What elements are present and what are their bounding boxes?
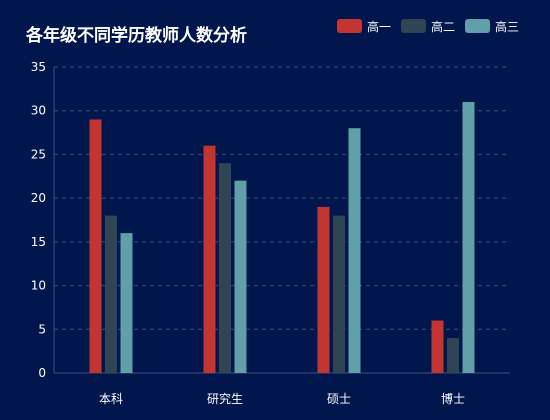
legend-swatch bbox=[337, 19, 362, 33]
bar-高二-研究生[interactable] bbox=[219, 163, 231, 373]
y-tick-label: 15 bbox=[31, 235, 46, 249]
x-category-label: 硕士 bbox=[327, 392, 351, 406]
legend-item-高二[interactable]: 高二 bbox=[401, 19, 455, 34]
bar-高二-硕士[interactable] bbox=[333, 215, 345, 373]
bar-高二-本科[interactable] bbox=[105, 215, 117, 373]
x-category-label: 博士 bbox=[441, 391, 465, 406]
bar-高三-硕士[interactable] bbox=[348, 128, 361, 373]
y-tick-label: 10 bbox=[31, 279, 46, 293]
axis-labels: 0 5 10 15 20 25 30 35 本科 研究生 硕士 博士 bbox=[31, 60, 465, 406]
bars bbox=[89, 101, 475, 373]
y-tick-label: 20 bbox=[31, 191, 46, 205]
legend-swatch bbox=[401, 19, 426, 33]
y-tick-label: 5 bbox=[38, 322, 46, 336]
bar-高二-博士[interactable] bbox=[447, 338, 459, 373]
legend-label: 高一 bbox=[367, 19, 391, 34]
y-tick-label: 30 bbox=[31, 104, 46, 118]
y-tick-label: 35 bbox=[31, 60, 46, 74]
bar-高一-博士[interactable] bbox=[431, 320, 444, 373]
x-category-label: 本科 bbox=[99, 392, 123, 406]
legend-item-高三[interactable]: 高三 bbox=[465, 19, 519, 34]
legend-label: 高二 bbox=[431, 19, 455, 34]
legend-label: 高三 bbox=[495, 19, 519, 34]
y-tick-label: 0 bbox=[38, 366, 46, 380]
bar-高一-本科[interactable] bbox=[89, 119, 102, 373]
bar-高三-本科[interactable] bbox=[120, 233, 133, 373]
x-category-label: 研究生 bbox=[207, 391, 243, 406]
bar-高三-博士[interactable] bbox=[462, 101, 475, 373]
legend-item-高一[interactable]: 高一 bbox=[337, 19, 391, 34]
y-tick-label: 25 bbox=[31, 147, 46, 161]
legend[interactable]: 高一 高二 高三 bbox=[337, 19, 519, 34]
bar-高一-硕士[interactable] bbox=[317, 206, 330, 373]
bar-高一-研究生[interactable] bbox=[203, 145, 216, 373]
bar-高三-研究生[interactable] bbox=[234, 180, 247, 373]
legend-swatch bbox=[465, 19, 490, 33]
chart-title: 各年级不同学历教师人数分析 bbox=[25, 25, 247, 46]
